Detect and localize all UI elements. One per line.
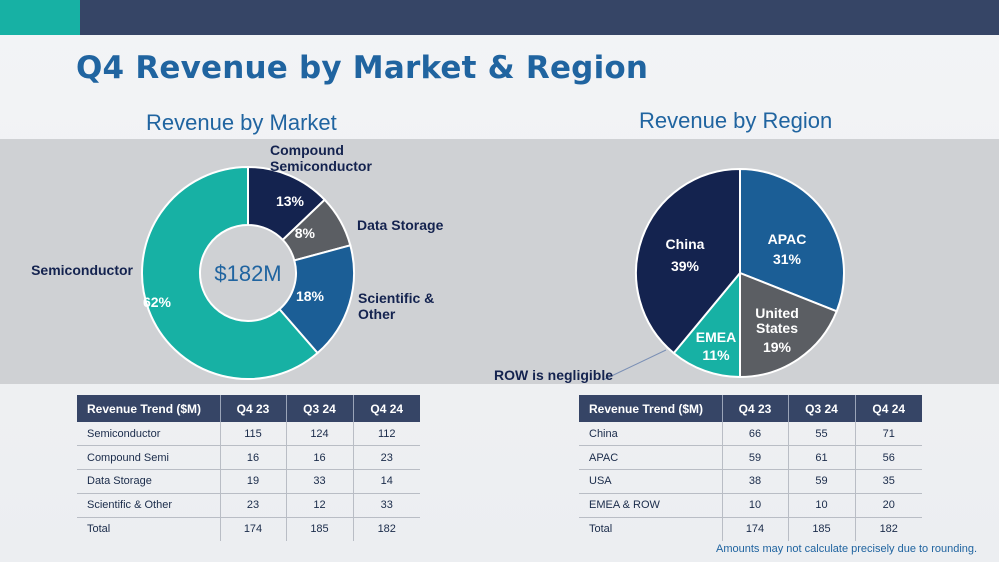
- table-row: Data Storage 19 33 14: [77, 469, 420, 494]
- table-cell: Data Storage: [77, 469, 221, 494]
- table-row: Total 174 185 182: [77, 517, 420, 541]
- table-cell: Total: [77, 517, 221, 541]
- annotation-leader-line: [602, 349, 667, 381]
- region-chart-title: Revenue by Region: [639, 108, 833, 133]
- donut-center-total: $182M: [214, 261, 281, 286]
- region-slice-emea: [672, 270, 741, 379]
- region-slice-apac: [739, 167, 845, 313]
- table-row: Semiconductor 115 124 112: [77, 422, 420, 447]
- region-slice-united-states: [739, 271, 838, 379]
- region-category-label: EMEA: [696, 329, 736, 345]
- region-category-label: APAC: [768, 231, 807, 247]
- market-table-header-q4-23: Q4 23: [220, 395, 287, 422]
- region-pct-label: 19%: [763, 339, 792, 355]
- market-table-header-label: Revenue Trend ($M): [77, 395, 221, 422]
- table-row: EMEA & ROW 10 10 20: [579, 493, 922, 518]
- table-cell: 14: [353, 469, 420, 494]
- market-chart-title: Revenue by Market: [146, 110, 337, 135]
- table-cell: 23: [353, 445, 420, 470]
- rounding-footnote: Amounts may not calculate precisely due …: [716, 543, 978, 555]
- market-trend-table: Revenue Trend ($M) Q4 23 Q3 24 Q4 24 Semico…: [77, 395, 420, 541]
- table-cell: 38: [722, 469, 789, 494]
- market-slice-semiconductor: [141, 165, 319, 380]
- table-row: China 66 55 71: [579, 422, 922, 447]
- market-category-label: Semiconductor: [31, 262, 133, 278]
- table-row: Total 174 185 182: [579, 517, 922, 541]
- row-negligible-note: ROW is negligible: [494, 367, 613, 383]
- table-cell: China: [579, 422, 723, 447]
- table-cell: 10: [722, 493, 789, 518]
- table-cell: 182: [879, 523, 898, 536]
- region-table-header-label: Revenue Trend ($M): [579, 395, 723, 422]
- table-cell: 174: [722, 517, 789, 541]
- market-pct-label: 18%: [296, 288, 325, 304]
- table-cell: APAC: [579, 445, 723, 470]
- table-cell: EMEA & ROW: [579, 493, 723, 518]
- table-cell: 35: [855, 469, 922, 494]
- table-cell: 20: [855, 493, 922, 518]
- table-cell: 185: [788, 517, 856, 541]
- table-cell: 23: [220, 493, 287, 518]
- table-cell: USA: [579, 469, 723, 494]
- top-banner: [0, 0, 999, 35]
- table-cell: 115: [220, 422, 287, 447]
- table-cell: Semiconductor: [77, 422, 221, 447]
- market-pct-label: 8%: [295, 225, 316, 241]
- market-category-label: Data Storage: [357, 217, 444, 233]
- region-table-header-q3-24: Q3 24: [788, 395, 856, 422]
- region-table-header-q4-23: Q4 23: [722, 395, 789, 422]
- table-row: USA 38 59 35: [579, 469, 922, 494]
- region-pct-label: 39%: [671, 258, 700, 274]
- table-cell: 124: [286, 422, 354, 447]
- table-cell: 33: [353, 493, 420, 518]
- top-accent-bar: [0, 0, 80, 35]
- region-category-label: United States: [755, 305, 799, 336]
- table-row: Compound Semi 16 16 23: [77, 445, 420, 470]
- table-cell: 66: [722, 422, 789, 447]
- table-cell: 112: [353, 422, 420, 447]
- table-row: Scientific & Other 23 12 33: [77, 493, 420, 518]
- table-row: APAC 59 61 56: [579, 445, 922, 470]
- table-cell: Total: [579, 517, 723, 541]
- table-cell: 10: [788, 493, 856, 518]
- table-cell: 16: [220, 445, 287, 470]
- table-cell: 19: [220, 469, 287, 494]
- market-category-label: Scientific & Other: [358, 290, 434, 322]
- market-table-header-q3-24: Q3 24: [286, 395, 354, 422]
- table-cell: 12: [286, 493, 354, 518]
- table-cell: 16: [286, 445, 354, 470]
- market-table-header-q4-24: Q4 24: [353, 395, 420, 422]
- table-cell: 185: [286, 517, 354, 541]
- region-slice-china: [635, 167, 741, 355]
- table-cell: 182: [377, 523, 396, 536]
- market-pct-label: 13%: [276, 193, 305, 209]
- table-cell: 61: [788, 445, 856, 470]
- table-cell: Scientific & Other: [77, 493, 221, 518]
- table-cell: 59: [722, 445, 789, 470]
- table-cell: 33: [286, 469, 354, 494]
- region-category-label: China: [666, 236, 705, 252]
- market-pct-label: 62%: [143, 294, 172, 310]
- table-cell: 55: [788, 422, 856, 447]
- region-table-header-q4-24: Q4 24: [855, 395, 922, 422]
- table-cell: 59: [788, 469, 856, 494]
- table-cell: 56: [855, 445, 922, 470]
- table-cell: 71: [855, 422, 922, 447]
- region-pct-label: 31%: [773, 251, 802, 267]
- region-pct-label: 11%: [702, 347, 730, 363]
- market-category-label: Compound Semiconductor: [270, 142, 372, 174]
- table-cell: Compound Semi: [77, 445, 221, 470]
- region-trend-table: Revenue Trend ($M) Q4 23 Q3 24 Q4 24 China 6…: [579, 395, 922, 541]
- page-title: Q4 Revenue by Market & Region: [76, 50, 649, 86]
- table-cell: 174: [220, 517, 287, 541]
